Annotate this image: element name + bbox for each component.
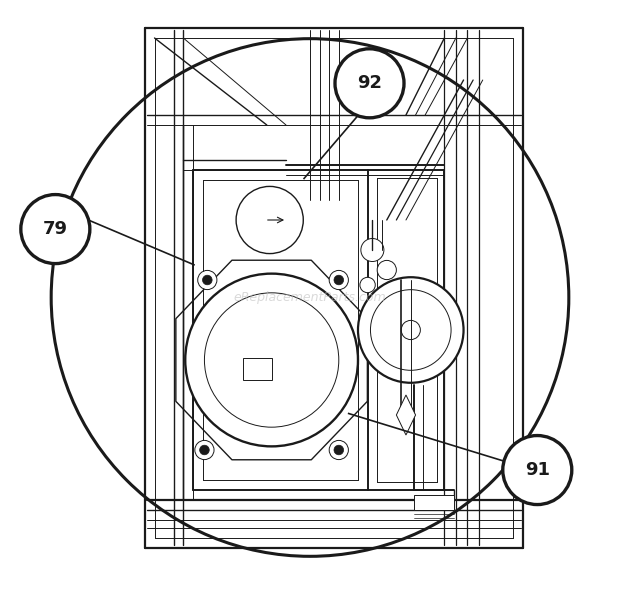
Circle shape: [205, 293, 339, 427]
Circle shape: [195, 440, 214, 459]
Circle shape: [360, 277, 375, 293]
Text: eReplacementParts.com: eReplacementParts.com: [234, 291, 386, 304]
Circle shape: [377, 261, 396, 280]
Circle shape: [203, 275, 212, 285]
Circle shape: [185, 274, 358, 446]
Text: 92: 92: [357, 74, 382, 92]
Circle shape: [358, 277, 464, 383]
Circle shape: [401, 320, 420, 340]
Circle shape: [329, 270, 348, 290]
Bar: [414, 495, 454, 510]
Circle shape: [335, 49, 404, 118]
Circle shape: [200, 445, 209, 455]
Circle shape: [361, 239, 384, 262]
Circle shape: [21, 195, 90, 264]
Circle shape: [334, 275, 343, 285]
Circle shape: [371, 290, 451, 370]
Circle shape: [236, 186, 303, 253]
Circle shape: [334, 445, 343, 455]
Bar: [243, 358, 272, 380]
Circle shape: [329, 440, 348, 459]
Circle shape: [51, 39, 569, 556]
Polygon shape: [396, 395, 415, 435]
Circle shape: [198, 270, 217, 290]
Text: 79: 79: [43, 220, 68, 238]
Circle shape: [503, 436, 572, 505]
Text: 91: 91: [525, 461, 550, 479]
